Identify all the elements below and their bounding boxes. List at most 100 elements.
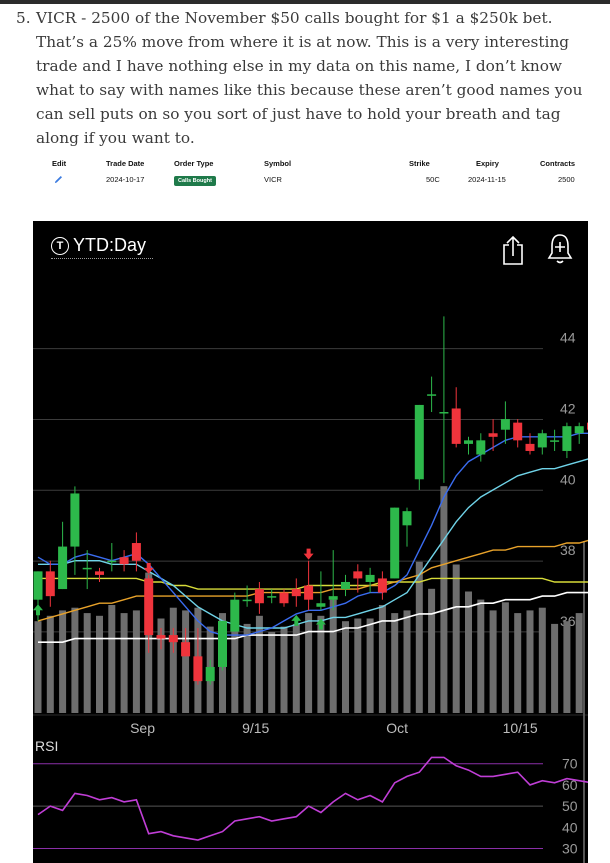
candle-body: [488, 433, 498, 437]
price-chart[interactable]: 44 42 40 38 36 Sep 9/15 Oct 10/15 70 60 50 40 30 T YTD…: [33, 221, 588, 863]
header-trade-date: Trade Date: [106, 159, 145, 168]
volume-bar: [489, 610, 497, 713]
order-type-badge: Calls Bought: [174, 176, 216, 186]
volume-bar: [268, 632, 276, 713]
volume-bar: [108, 605, 116, 713]
candle-body: [500, 419, 510, 430]
volume-bar: [305, 613, 313, 713]
candle-body: [587, 422, 588, 430]
candle-body: [390, 507, 400, 579]
volume-bar: [415, 561, 423, 713]
candle-body: [328, 596, 338, 600]
rsi-tick-label: 70: [562, 756, 578, 772]
rsi-tick-label: 40: [562, 819, 578, 835]
candle-body: [70, 493, 80, 547]
y-tick-label: 40: [560, 471, 576, 487]
volume-bar: [59, 610, 67, 713]
volume-bar: [526, 610, 534, 713]
volume-bar: [46, 615, 54, 713]
volume-bar: [329, 599, 337, 713]
volume-bar: [243, 623, 251, 713]
rsi-line: [37, 756, 588, 841]
candle-body: [33, 571, 43, 600]
rsi-tick-label: 30: [562, 841, 578, 857]
candle-body: [45, 571, 55, 597]
x-axis-label: 10/15: [503, 720, 538, 736]
candle-body: [304, 585, 314, 600]
candle-body: [131, 543, 141, 561]
candle-body: [218, 620, 227, 667]
volume-bar: [132, 610, 140, 713]
cell-contracts: 2500: [558, 175, 575, 184]
trade-table: Edit Trade Date Order Type Symbol Strike…: [34, 156, 586, 192]
volume-bar: [538, 607, 546, 713]
volume-bar: [169, 607, 177, 713]
title-underline: [51, 258, 153, 259]
candle-body: [82, 567, 92, 570]
candle-body: [230, 599, 240, 632]
candle-body: [242, 599, 252, 602]
volume-bar: [514, 613, 522, 713]
candle-body: [119, 557, 129, 565]
volume-bar: [477, 599, 485, 713]
signal-arrow-up: [33, 604, 43, 616]
volume-bar: [182, 610, 190, 713]
x-axis-label: 9/15: [242, 720, 269, 736]
candle-body: [439, 412, 449, 414]
volume-bar: [71, 607, 79, 713]
volume-bar: [428, 588, 436, 713]
candle-body: [341, 581, 350, 590]
volume-bar: [96, 615, 103, 713]
pencil-icon[interactable]: [54, 175, 63, 184]
chart-title[interactable]: T YTD:Day: [51, 235, 146, 256]
signal-arrow-down: [143, 562, 154, 574]
candle-body: [525, 443, 535, 451]
volume-bar: [452, 564, 460, 713]
candle-body: [353, 571, 363, 579]
header-strike: Strike: [409, 159, 430, 168]
volume-bar: [120, 613, 128, 713]
candle-body: [205, 666, 215, 682]
list-item-number: 5.: [16, 9, 31, 27]
signal-arrow-down: [303, 548, 314, 560]
cell-order-type: Calls Bought: [174, 175, 216, 186]
cell-expiry: 2024-11-15: [468, 175, 506, 184]
cell-trade-date: 2024-10-17: [106, 175, 145, 184]
candle-body: [58, 546, 68, 590]
x-axis-label: Oct: [386, 720, 408, 736]
candle-body: [550, 440, 560, 442]
candle-body: [414, 404, 424, 480]
signal-arrow-up: [291, 614, 302, 626]
header-edit: Edit: [52, 159, 67, 168]
header-contracts: Contracts: [540, 159, 576, 168]
rsi-tick-label: 50: [562, 798, 578, 814]
candle-body: [267, 596, 277, 598]
volume-bar: [280, 626, 288, 713]
share-icon[interactable]: [500, 234, 526, 266]
volume-bar: [231, 615, 239, 713]
timeframe-label: YTD:Day: [73, 235, 147, 255]
candle-body: [402, 511, 412, 526]
volume-bar: [378, 605, 386, 713]
volume-bar: [403, 610, 411, 713]
volume-bar: [391, 613, 399, 713]
candle-body: [464, 440, 473, 444]
volume-bar: [366, 618, 374, 713]
y-tick-label: 42: [560, 400, 576, 416]
candle-body: [513, 422, 523, 441]
volume-bar: [255, 615, 263, 713]
volume-bar: [465, 591, 472, 713]
ma-white-line: [38, 591, 588, 643]
candle-body: [476, 440, 486, 455]
candle-body: [427, 394, 437, 396]
ma-cyan-line: [38, 458, 588, 629]
volume-bar: [501, 602, 509, 713]
top-bar: [0, 0, 610, 4]
candle-body: [156, 635, 166, 639]
volume-bar: [563, 621, 571, 713]
volume-bar: [575, 613, 583, 713]
add-alert-icon[interactable]: [546, 232, 574, 266]
volume-bar: [34, 621, 42, 713]
volume-bar: [440, 486, 448, 713]
